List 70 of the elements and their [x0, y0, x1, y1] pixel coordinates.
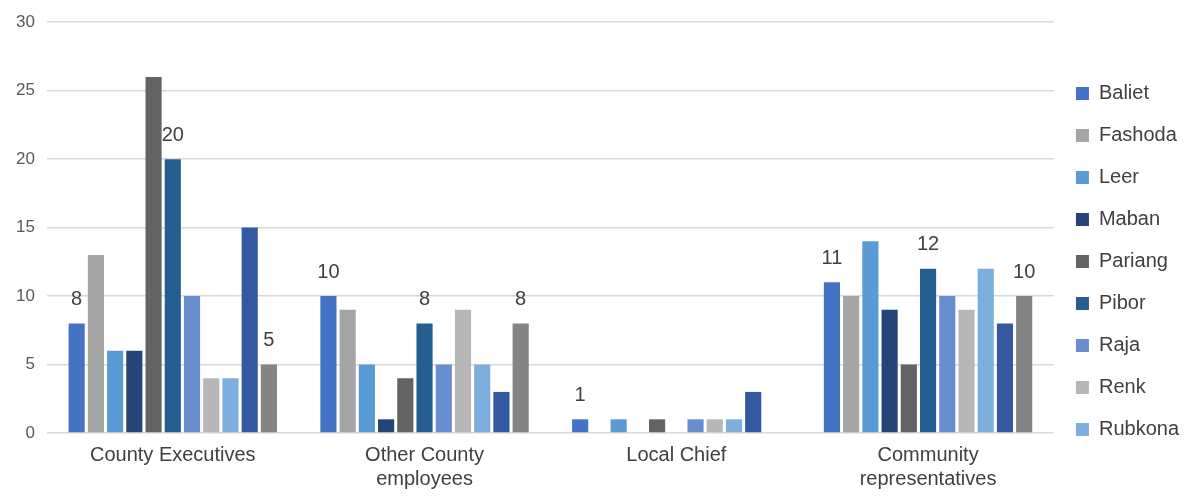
- data-label: 1: [574, 382, 586, 405]
- x-tick-label: County Executives: [89, 442, 256, 465]
- data-label: 8: [71, 286, 83, 309]
- data-label: 5: [263, 328, 275, 351]
- bar: [512, 323, 529, 433]
- y-tick-label: 10: [15, 285, 35, 305]
- bar: [241, 227, 258, 433]
- bar: [145, 76, 162, 433]
- bar: [222, 378, 239, 433]
- bar: [996, 323, 1014, 433]
- y-tick-label: 15: [15, 217, 35, 237]
- bar: [900, 364, 917, 433]
- legend-label: Raja: [1098, 333, 1141, 356]
- legend-label: Pariang: [1098, 249, 1168, 272]
- x-tick-label: Local Chief: [626, 442, 727, 465]
- bar: [958, 309, 975, 433]
- bar: [164, 159, 181, 433]
- bar: [378, 419, 395, 433]
- bar: [474, 364, 491, 433]
- bar: [843, 296, 860, 433]
- bar: [823, 282, 841, 433]
- bar: [745, 391, 762, 433]
- bar: [68, 323, 85, 433]
- bar: [339, 309, 356, 433]
- data-label: 20: [161, 122, 184, 145]
- bar: [610, 419, 627, 433]
- x-tick-label: Community representatives: [859, 442, 997, 489]
- bar: [183, 296, 201, 433]
- bar: [107, 350, 124, 433]
- y-tick-label: 30: [15, 11, 35, 31]
- bar: [725, 419, 743, 433]
- bar: [862, 241, 879, 433]
- legend-label: Renk: [1098, 375, 1147, 398]
- bar: [687, 419, 704, 433]
- data-label: 10: [1013, 259, 1036, 282]
- legend-label: Baliet: [1098, 81, 1150, 104]
- bar: [416, 323, 433, 433]
- data-label: 8: [418, 286, 431, 309]
- x-tick-label: Other County employees: [365, 442, 485, 489]
- bar: [320, 296, 337, 433]
- y-tick-label: 0: [25, 422, 35, 442]
- bar: [358, 364, 375, 433]
- bar: [706, 419, 723, 433]
- bar: [919, 268, 937, 433]
- bar: [454, 309, 472, 433]
- bar: [435, 364, 452, 433]
- bar: [1016, 296, 1033, 433]
- bar: [649, 419, 666, 433]
- data-label: 12: [916, 232, 940, 255]
- bar: [126, 350, 143, 433]
- data-label: 11: [821, 245, 843, 268]
- bar: [572, 419, 589, 433]
- bar: [493, 391, 510, 433]
- legend-label: Rubkona: [1098, 417, 1180, 440]
- y-tick-label: 25: [15, 80, 35, 100]
- y-tick-label: 20: [15, 148, 35, 168]
- bar: [203, 378, 220, 433]
- bar: [939, 296, 956, 433]
- legend-label: Leer: [1098, 165, 1140, 188]
- y-tick-label: 5: [25, 354, 35, 374]
- legend-label: Maban: [1098, 207, 1161, 230]
- bar: [87, 254, 104, 433]
- bar: [881, 309, 898, 433]
- legend-label: Fashoda: [1098, 123, 1178, 146]
- data-label: 8: [515, 286, 527, 309]
- bar: [397, 378, 414, 433]
- legend-label: Pibor: [1098, 291, 1146, 314]
- bar: [977, 268, 994, 433]
- data-label: 10: [317, 259, 340, 282]
- bar: [260, 364, 277, 433]
